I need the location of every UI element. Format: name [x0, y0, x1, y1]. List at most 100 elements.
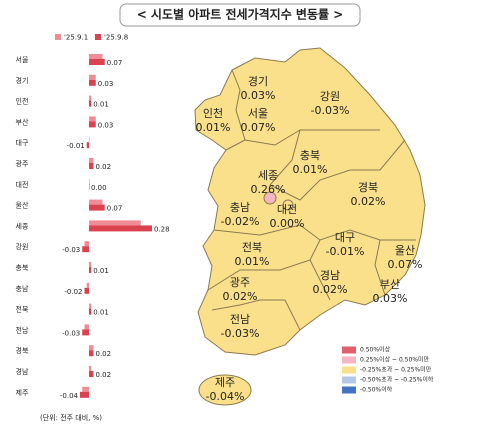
bar [89, 267, 92, 273]
region-value: -0.03% [311, 104, 350, 117]
jeju [198, 374, 252, 406]
legend-label: '25.9.8 [104, 34, 128, 42]
map-legend-swatch [342, 376, 356, 384]
bar [89, 100, 92, 107]
bar [89, 183, 90, 190]
value-label: -0.04 [60, 392, 79, 400]
region-name: 제주 [215, 376, 235, 389]
bar [89, 204, 105, 211]
bar [86, 282, 89, 288]
bar [89, 163, 94, 169]
region-value: -0.02% [221, 215, 260, 228]
border [231, 69, 380, 146]
region-name: 전북 [242, 241, 262, 254]
border [269, 129, 406, 201]
bar [89, 371, 94, 377]
peninsula [194, 47, 426, 356]
region-value: 0.07% [388, 258, 423, 271]
category-label: 경남 [16, 367, 29, 376]
map-legend-swatch [342, 346, 356, 354]
map-legend-swatch [342, 366, 356, 374]
bar [84, 241, 89, 247]
value-label: 0.01 [93, 267, 109, 275]
map-legend-label: -0.25%초과 ~ 0.25%미만 [360, 366, 432, 374]
bar [89, 74, 96, 80]
border [225, 139, 246, 151]
region-name: 대전 [277, 203, 297, 216]
bar [84, 287, 89, 294]
legend-swatch [95, 34, 101, 40]
region-name: 인천 [203, 106, 223, 120]
legend-label: '25.9.1 [64, 34, 88, 42]
region-value: 0.02% [223, 290, 258, 303]
region-value: 0.02% [351, 195, 386, 208]
region-value: 0.02% [313, 283, 348, 296]
bar [89, 199, 103, 205]
bar [86, 142, 89, 149]
region-name: 경기 [248, 75, 268, 88]
bar [89, 54, 103, 59]
region-name: 충남 [230, 201, 250, 214]
region-value: 0.07% [241, 121, 276, 134]
region-name: 광주 [230, 276, 250, 289]
region-value: 0.03% [241, 89, 276, 102]
category-label: 경기 [16, 76, 29, 85]
value-label: 0.07 [107, 59, 123, 67]
category-label: 충남 [16, 284, 29, 293]
region-name: 충북 [300, 149, 320, 162]
bar [89, 178, 90, 184]
value-label: 0.02 [96, 371, 112, 379]
value-label: -0.03 [62, 246, 80, 254]
border [309, 259, 331, 301]
region-name: 경북 [358, 181, 378, 194]
bar [82, 386, 89, 392]
region-value: -0.03% [221, 327, 260, 340]
bar [89, 59, 105, 65]
bar [89, 116, 96, 122]
bar [89, 225, 152, 232]
unit-note: (단위: 전주 대비, %) [40, 413, 102, 422]
value-label: -0.02 [64, 288, 82, 296]
region-value: 0.26% [251, 183, 286, 196]
value-label: 0.01 [93, 309, 109, 317]
value-label: 0.28 [154, 225, 170, 233]
value-label: 0.02 [96, 350, 112, 358]
map-legend-swatch [342, 356, 356, 364]
region-name: 부산 [380, 278, 400, 291]
map-legend-label: 0.25%이상 ~ 0.50%미만 [360, 356, 430, 364]
bar [89, 350, 94, 357]
region-name: 대구 [335, 231, 355, 244]
map-legend-label: -0.50%초과 ~ -0.25%이하 [360, 376, 434, 384]
bar [89, 158, 94, 163]
bar [89, 121, 96, 128]
region-value: 0.01% [293, 163, 328, 176]
bar [89, 220, 141, 226]
region-value: 0.01% [235, 255, 270, 268]
bar [89, 303, 92, 309]
category-label: 전북 [16, 305, 29, 314]
border [374, 239, 386, 296]
value-label: 0.07 [107, 205, 123, 213]
category-label: 제주 [16, 389, 29, 397]
region-name: 울산 [395, 244, 415, 257]
category-label: 부산 [16, 117, 29, 126]
category-label: 세종 [16, 221, 29, 230]
value-label: 0.03 [98, 121, 114, 129]
category-label: 전남 [16, 325, 29, 334]
title-box [119, 3, 361, 27]
bar [89, 95, 92, 101]
bar [82, 329, 89, 336]
value-label: -0.03 [62, 329, 80, 337]
bar [89, 262, 92, 267]
category-label: 강원 [16, 242, 29, 251]
bar [80, 391, 89, 398]
region-value: -0.04% [206, 390, 245, 403]
category-label: 광주 [16, 160, 29, 168]
border [207, 239, 321, 291]
region-value: 0.01% [196, 121, 231, 134]
region-name: 세종 [258, 169, 278, 182]
category-label: 울산 [16, 201, 29, 210]
value-label: 0.00 [91, 184, 107, 192]
region-name: 서울 [248, 107, 268, 120]
